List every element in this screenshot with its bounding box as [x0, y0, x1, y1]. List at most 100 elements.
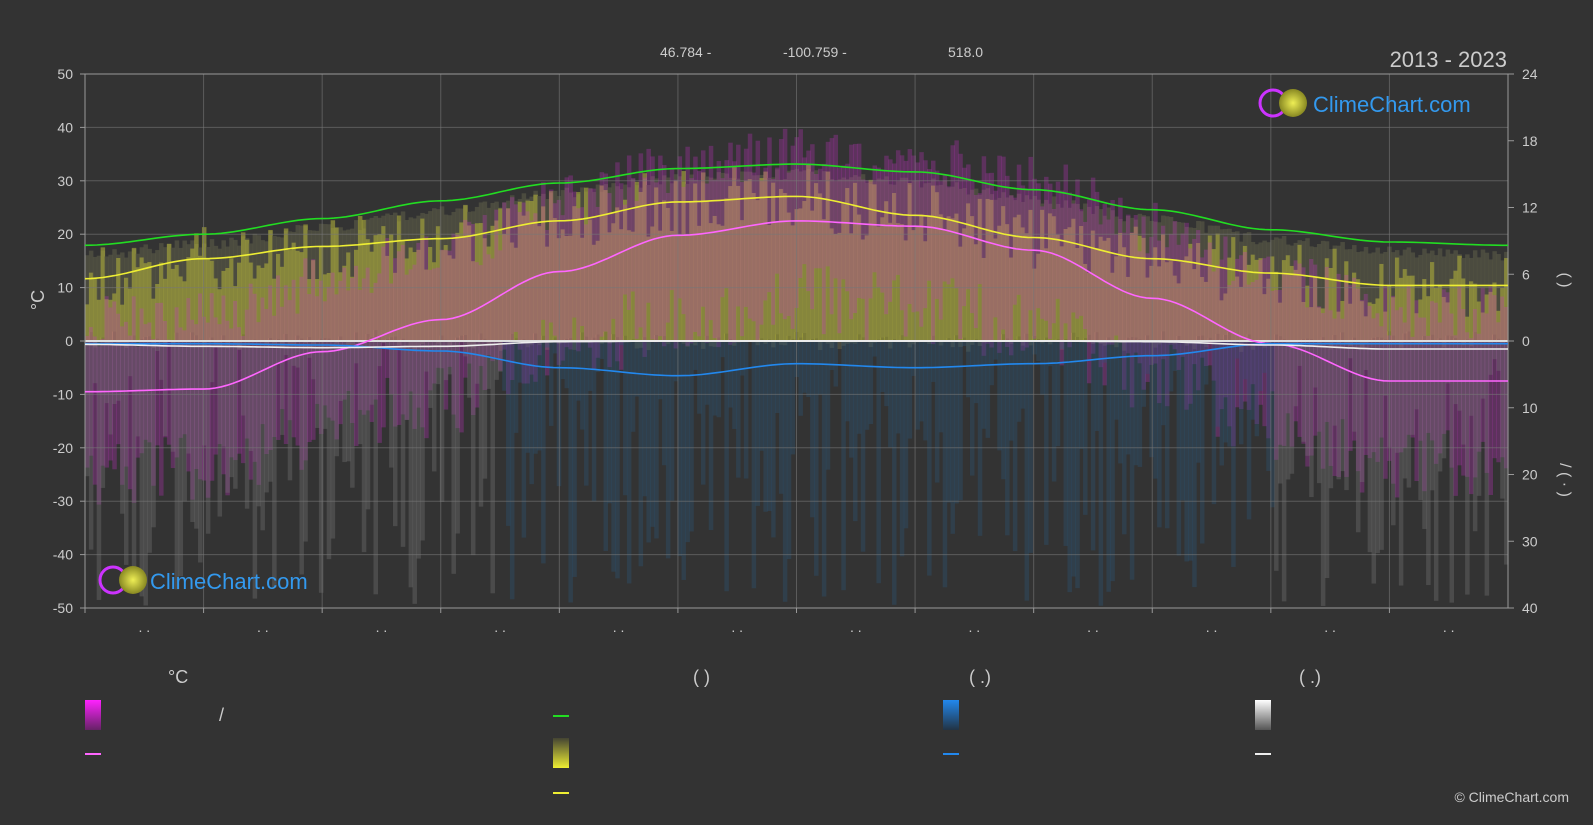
temp-range-bar	[1441, 289, 1447, 434]
sunshine-bar	[1375, 298, 1380, 341]
sunshine-bar	[1383, 311, 1388, 341]
rain-bar	[775, 341, 780, 414]
rain-bar	[1200, 341, 1205, 544]
temp-range-bar	[1008, 195, 1014, 356]
sunshine-bar	[1047, 213, 1053, 341]
sunshine-bar	[1083, 263, 1088, 341]
temp-range-bar	[155, 302, 160, 446]
temp-range-bar	[408, 269, 414, 392]
sunshine-bar	[821, 219, 827, 341]
snow-bar	[1383, 341, 1388, 396]
rain-bar	[716, 341, 722, 418]
temp-range-bar	[470, 224, 476, 416]
temp-range-bar	[1106, 219, 1111, 345]
rain-bar	[1145, 341, 1150, 374]
temp-range-bar	[548, 189, 554, 323]
snow-bar	[92, 341, 98, 384]
temp-range-bar	[1313, 264, 1318, 436]
temp-range-bar	[798, 129, 803, 279]
rain-bar	[584, 341, 589, 486]
rain-bar	[697, 341, 702, 414]
sunshine-bar	[1316, 307, 1322, 341]
temp-range-bar	[1122, 232, 1127, 390]
temp-range-bar	[494, 209, 499, 358]
temp-range-bar	[915, 162, 920, 312]
sunshine-bar	[264, 263, 269, 341]
sunshine-bar	[435, 226, 441, 341]
sunshine-bar	[1266, 278, 1271, 341]
rain-bar	[876, 341, 881, 584]
temp-range-bar	[237, 327, 242, 454]
temp-range-bar	[732, 161, 737, 343]
temp-range-bar	[997, 155, 1002, 353]
sunshine-bar	[1277, 302, 1283, 341]
temp-range-bar	[104, 296, 109, 468]
sunshine-bar	[1227, 257, 1232, 341]
right-tick-label: 12	[1522, 200, 1538, 216]
snow-bar	[85, 341, 90, 477]
temp-range-bar	[934, 170, 940, 299]
temp-range-bar	[443, 250, 449, 410]
sunshine-bar	[580, 237, 585, 341]
logo-text-bottom: ClimeChart.com	[150, 569, 308, 594]
temp-range-bar	[669, 168, 675, 291]
temp-range-bar	[607, 193, 612, 368]
sunshine-bar	[408, 247, 414, 341]
rain-bar	[1133, 341, 1139, 466]
temp-range-bar	[1465, 332, 1470, 477]
temp-range-bar	[400, 244, 406, 415]
daylight-bar	[120, 252, 125, 346]
sunshine-bar	[888, 222, 893, 341]
temp-range-bar	[1394, 310, 1400, 498]
rain-bar	[661, 341, 667, 466]
temp-range-bar	[498, 250, 503, 371]
rain-bar	[790, 341, 796, 455]
right-tick-label: 6	[1522, 266, 1530, 282]
left-tick-label: 10	[57, 280, 73, 296]
rain-bar	[537, 341, 542, 451]
sunshine-bar	[467, 225, 472, 341]
sunshine-bar	[1336, 311, 1341, 341]
snow-bar	[424, 341, 429, 372]
snow-bar	[248, 341, 254, 452]
temp-range-bar	[201, 316, 207, 481]
temp-range-bar	[1414, 300, 1419, 481]
sunshine-bar	[1129, 232, 1135, 341]
temp-range-bar	[743, 148, 749, 307]
snow-bar	[209, 341, 215, 383]
rain-bar	[1270, 341, 1275, 508]
rain-bar	[642, 341, 648, 497]
rain-bar	[1028, 341, 1033, 553]
rain-bar	[962, 341, 967, 347]
left-tick-label: 40	[57, 119, 73, 135]
snow-bar	[1316, 341, 1322, 484]
temp-range-bar	[1336, 273, 1341, 478]
sunshine-bar	[1355, 279, 1361, 341]
rain-bar	[860, 341, 866, 552]
snow-bar	[361, 341, 367, 553]
rain-bar	[626, 341, 632, 584]
rain-bar	[771, 341, 776, 538]
sunshine-bar	[1079, 225, 1084, 341]
rain-bar	[1215, 341, 1221, 427]
temp-range-bar	[112, 301, 117, 470]
temp-range-bar	[1410, 336, 1416, 438]
series-line-4	[84, 340, 1508, 350]
rain-bar	[1153, 341, 1158, 479]
temp-range-bar	[198, 293, 203, 480]
temp-range-bar	[786, 172, 792, 317]
daylight-bar	[1223, 229, 1228, 335]
sunshine-bar	[1418, 299, 1423, 341]
temp-range-bar	[665, 192, 671, 323]
sunshine-bar	[1461, 278, 1466, 341]
rain-bar	[704, 341, 710, 405]
temp-range-bar	[1402, 322, 1408, 449]
temp-range-bar	[506, 208, 511, 395]
rain-bar	[1001, 341, 1006, 480]
sunshine-bar	[276, 253, 281, 341]
sunshine-bar	[396, 215, 402, 341]
temp-range-bar	[1262, 258, 1267, 427]
sunshine-bar	[451, 258, 456, 341]
sunshine-bar	[498, 208, 503, 341]
temp-range-bar	[295, 313, 301, 446]
